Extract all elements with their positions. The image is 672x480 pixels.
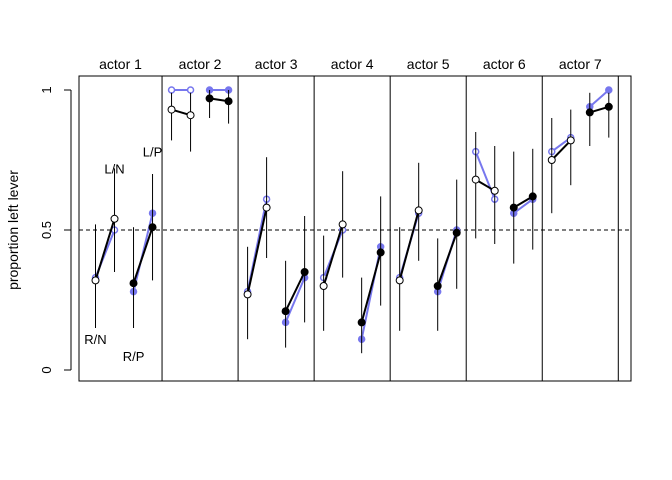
posterior-line [246,207,268,295]
posterior-point [604,102,613,111]
posterior-point [262,203,271,212]
posterior-line [284,271,306,312]
actor-label: actor 1 [99,56,142,72]
actor-label: actor 4 [331,56,374,72]
posterior-point [300,268,309,276]
posterior-point [319,282,328,290]
posterior-point [167,105,176,114]
actor-label: actor 2 [179,56,222,72]
posterior-point [490,186,499,195]
actor-label: actor 7 [559,56,602,72]
posterior-point [357,318,366,327]
posterior-point [129,279,138,288]
raw-point [605,86,613,94]
posterior-line [94,218,116,281]
axes: 00.51 [39,75,632,382]
posterior-point [91,276,100,285]
actor-label: actor 3 [255,56,298,72]
condition-label: L/N [104,161,124,176]
posterior-point [566,136,575,145]
posterior-point [338,220,347,229]
actor-panels: actor 1 actor 2 actor 3 actor 4 actor 5 actor… [99,56,619,381]
posterior-point [509,203,518,212]
y-tick-label: 1 [39,86,54,93]
condition-label: R/P [123,349,145,364]
y-axis-label: proportion left lever [5,170,21,290]
posterior-point [395,276,404,285]
posterior-line [322,224,344,287]
posterior-point [243,290,252,299]
posterior-point [376,248,385,257]
posterior-point [148,223,157,232]
raw-point [186,86,195,94]
posterior-line [398,210,420,281]
actor-label: actor 5 [407,56,450,72]
posterior-line [360,252,382,323]
condition-label: R/N [84,332,106,347]
raw-line [589,89,610,108]
data-marks: R/N L/N R/P L/P [84,86,613,364]
posterior-point [528,192,537,201]
raw-point [167,86,176,94]
actor-label: actor 6 [483,56,526,72]
posterior-point [224,97,233,106]
posterior-point [414,206,423,215]
posterior-point [547,156,556,164]
y-tick-label: 0.5 [39,221,54,239]
posterior-point [205,94,214,103]
plot-frame [78,75,632,382]
posterior-point [585,108,594,117]
posterior-point [110,214,119,223]
posterior-line [132,226,154,284]
raw-line [513,198,534,215]
posterior-point [471,175,480,184]
posterior-point [281,307,290,316]
condition-label: L/P [143,145,163,160]
posterior-line [436,232,458,287]
posterior-point [186,111,195,120]
raw-line [284,277,306,323]
posterior-point [452,228,461,237]
posterior-line [551,139,572,161]
y-tick-label: 0 [39,366,54,373]
posterior-point [433,282,442,290]
